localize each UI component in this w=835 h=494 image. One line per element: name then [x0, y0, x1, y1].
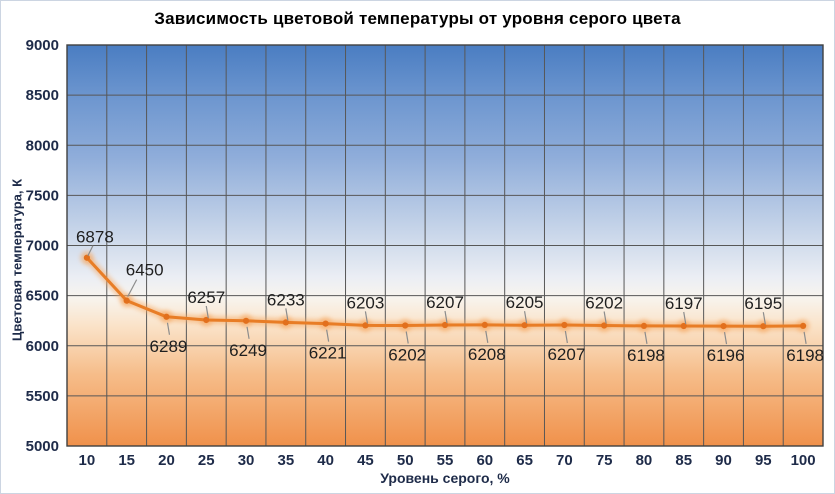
data-label: 6208	[468, 345, 506, 364]
data-label: 6207	[426, 293, 464, 312]
data-point-marker	[760, 323, 767, 330]
data-label: 6205	[506, 293, 544, 312]
y-tick-label: 8000	[26, 137, 59, 154]
x-tick-label: 95	[755, 452, 772, 469]
data-point-marker	[680, 322, 687, 330]
data-label: 6195	[744, 294, 782, 313]
data-point-marker	[362, 322, 369, 329]
x-tick-label: 40	[317, 452, 334, 469]
leader-line	[644, 331, 648, 344]
x-tick-label: 30	[238, 452, 255, 469]
leader-line	[285, 308, 289, 321]
leader-line	[603, 311, 607, 324]
x-tick-label: 70	[556, 452, 573, 469]
data-label: 6289	[150, 337, 188, 356]
data-point-marker	[601, 322, 608, 329]
x-tick-label: 15	[118, 452, 135, 469]
data-label: 6249	[229, 341, 267, 360]
data-point-marker	[322, 320, 329, 327]
x-tick-label: 20	[158, 452, 175, 469]
x-tick-label: 90	[715, 452, 732, 469]
data-label: 6198	[627, 346, 665, 365]
x-tick-label: 35	[277, 452, 294, 469]
data-label: 6450	[126, 261, 164, 280]
data-point-marker	[242, 317, 250, 324]
x-tick-label: 75	[596, 452, 613, 469]
y-tick-label: 7500	[26, 187, 59, 204]
data-label: 6233	[267, 290, 305, 309]
leader-line	[444, 310, 448, 324]
chart-title: Зависимость цветовой температуры от уров…	[154, 9, 681, 28]
leader-line	[205, 305, 209, 319]
leader-line	[364, 311, 369, 324]
data-point-marker	[521, 322, 528, 329]
x-tick-label: 10	[79, 452, 96, 469]
y-tick-label: 6000	[26, 338, 59, 355]
data-point-marker	[561, 321, 568, 329]
leader-line	[326, 329, 330, 342]
gridlines	[67, 45, 823, 446]
data-label: 6203	[347, 293, 385, 312]
leader-line	[723, 332, 728, 345]
x-tick-label: 65	[516, 452, 533, 469]
leader-line	[523, 311, 528, 324]
data-label: 6257	[187, 288, 225, 307]
x-tick-label: 100	[791, 452, 816, 469]
x-tick-label: 45	[357, 452, 374, 469]
x-tick-label: 60	[476, 452, 493, 469]
data-label: 6197	[665, 294, 703, 313]
data-labels: 6878 6450 6289 6257 6249 6233 6221 6203 6202 6207…	[76, 228, 824, 365]
leader-line	[246, 326, 250, 339]
x-tick-label: 55	[437, 452, 454, 469]
leader-line	[166, 322, 171, 335]
x-tick-label: 50	[397, 452, 414, 469]
data-label: 6878	[76, 228, 114, 247]
x-axis-tick-labels: 10 15 20 25 30 35 40 45 50 55 60 65 70 75 80 85 90 95 100	[79, 452, 816, 469]
data-point-marker	[203, 316, 210, 324]
leader-line	[485, 330, 489, 343]
plot-border	[66, 44, 824, 447]
data-point-marker	[720, 323, 727, 330]
y-tick-label: 7000	[26, 238, 59, 255]
x-axis-title: Уровень серого, %	[380, 470, 510, 486]
leader-line	[127, 279, 138, 297]
data-point-marker	[800, 322, 807, 330]
label-leader-lines	[87, 245, 807, 345]
data-point-marker	[402, 322, 409, 329]
y-tick-label: 5000	[26, 438, 59, 455]
data-point-marker	[163, 313, 170, 320]
leader-line	[803, 331, 807, 344]
data-label: 6202	[388, 345, 426, 364]
data-point-marker	[123, 297, 130, 304]
x-tick-label: 80	[636, 452, 653, 469]
y-tick-label: 9000	[26, 37, 59, 54]
data-point-marker	[640, 322, 648, 330]
data-point-marker	[441, 321, 449, 329]
x-tick-label: 85	[675, 452, 692, 469]
leader-line	[762, 312, 766, 325]
leader-line	[87, 245, 94, 256]
y-tick-label: 6500	[26, 288, 59, 305]
leader-line	[405, 331, 409, 344]
leader-line	[683, 311, 687, 325]
y-tick-label: 5500	[26, 388, 59, 405]
data-label: 6207	[547, 345, 585, 364]
y-tick-label: 8500	[26, 87, 59, 104]
data-point-marker	[481, 321, 488, 328]
data-label: 6202	[585, 293, 623, 312]
data-point-marker	[282, 319, 289, 326]
data-label: 6221	[309, 344, 347, 363]
data-label: 6198	[786, 346, 824, 365]
y-axis-tick-labels: 9000 8500 8000 7500 7000 6500 6000 5500 5000	[26, 37, 59, 455]
x-tick-label: 25	[198, 452, 215, 469]
leader-line	[564, 330, 568, 344]
data-label: 6196	[707, 346, 745, 365]
data-point-marker	[83, 254, 90, 261]
